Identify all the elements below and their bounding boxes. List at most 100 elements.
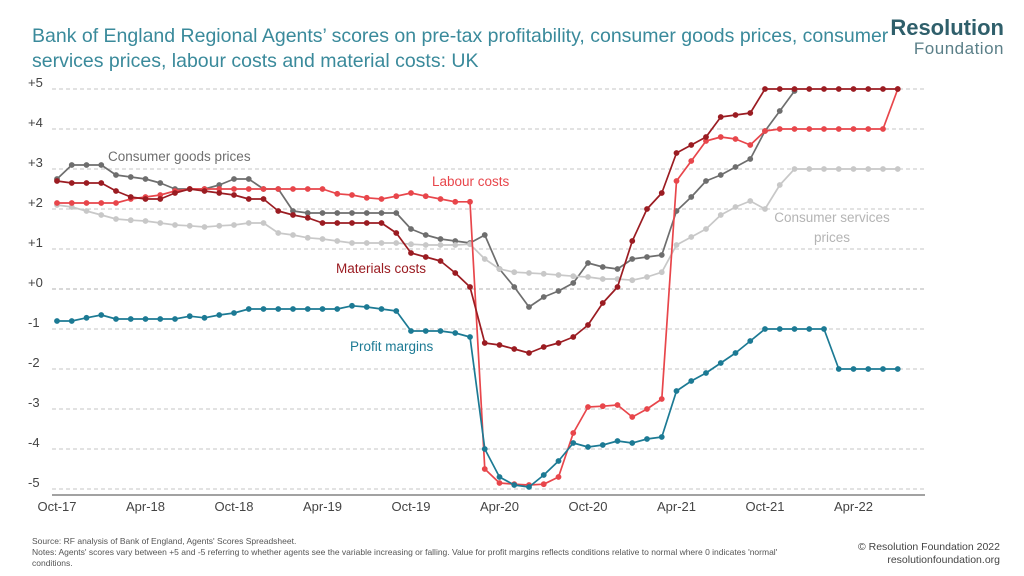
- data-point: [688, 234, 695, 240]
- data-point: [511, 346, 518, 352]
- data-point: [304, 214, 311, 221]
- data-point: [644, 254, 650, 260]
- data-point: [540, 344, 547, 350]
- data-point: [304, 186, 311, 192]
- data-point: [231, 192, 237, 198]
- data-point: [880, 86, 886, 92]
- data-point: [821, 166, 827, 172]
- data-point: [481, 446, 488, 452]
- data-point: [393, 193, 400, 200]
- data-point: [717, 212, 724, 218]
- data-point: [599, 276, 606, 282]
- x-tick-label: Apr-20: [480, 499, 519, 514]
- series-line: [56, 168, 898, 282]
- data-point: [821, 126, 827, 132]
- data-point: [791, 86, 798, 92]
- data-point: [467, 198, 473, 205]
- data-point: [806, 326, 813, 332]
- data-point: [747, 142, 754, 148]
- x-tick-label: Apr-18: [126, 499, 165, 514]
- data-point: [378, 210, 385, 216]
- data-point: [835, 366, 842, 372]
- data-point: [688, 378, 695, 384]
- data-point: [658, 434, 665, 440]
- data-point: [644, 436, 650, 442]
- data-point: [304, 210, 311, 216]
- data-point: [334, 210, 341, 216]
- data-point: [186, 222, 193, 229]
- y-tick-label: +1: [28, 235, 43, 250]
- data-point: [614, 402, 621, 408]
- data-point: [688, 194, 695, 200]
- data-point: [673, 150, 680, 156]
- y-tick-label: -1: [28, 315, 40, 330]
- series-label: Consumer goods prices: [108, 149, 251, 164]
- data-point: [732, 350, 739, 356]
- data-point: [732, 204, 739, 210]
- data-point: [570, 430, 577, 436]
- data-point: [319, 306, 326, 312]
- data-point: [142, 176, 149, 182]
- data-point: [334, 306, 341, 312]
- data-point: [172, 316, 178, 322]
- data-point: [732, 112, 739, 118]
- data-point: [835, 86, 842, 92]
- data-point: [201, 224, 208, 230]
- data-point: [776, 108, 783, 114]
- series-label: Profit margins: [350, 339, 434, 354]
- y-tick-label: -2: [28, 355, 40, 370]
- data-point: [83, 208, 90, 214]
- data-point: [113, 172, 119, 178]
- data-point: [157, 180, 164, 186]
- series-consumer-services-prices: [54, 166, 901, 284]
- y-axis-tick-labels: +5 +4 +3 +2 +1 +0 -1 -2 -3 -4 -5: [28, 75, 43, 490]
- data-point: [349, 302, 355, 309]
- data-point: [599, 300, 606, 306]
- data-point: [54, 318, 60, 324]
- data-point: [540, 481, 547, 488]
- data-point: [334, 190, 341, 197]
- data-point: [496, 474, 503, 480]
- data-point: [275, 306, 282, 312]
- series-label: Consumer services prices: [774, 210, 890, 245]
- data-point: [703, 226, 709, 232]
- data-point: [850, 166, 857, 172]
- data-point: [614, 438, 621, 444]
- data-point: [363, 240, 370, 246]
- series-labels: Consumer goods prices Consumer services pr…: [108, 149, 890, 354]
- data-point: [585, 444, 591, 450]
- data-point: [865, 366, 872, 372]
- data-point: [703, 138, 709, 144]
- data-point: [290, 208, 296, 214]
- y-tick-label: -3: [28, 395, 40, 410]
- data-point: [304, 306, 311, 312]
- data-point: [319, 210, 326, 216]
- data-point: [629, 256, 636, 262]
- data-point: [290, 212, 296, 218]
- data-point: [98, 312, 105, 318]
- data-point: [555, 458, 562, 464]
- data-point: [747, 338, 754, 344]
- data-point: [658, 190, 665, 196]
- data-point: [98, 180, 105, 186]
- data-point: [717, 114, 724, 120]
- x-tick-label: Oct-19: [391, 499, 430, 514]
- data-point: [157, 192, 164, 198]
- x-tick-label: Oct-20: [568, 499, 607, 514]
- y-tick-label: +0: [28, 275, 43, 290]
- data-point: [555, 272, 562, 278]
- data-point: [216, 182, 223, 188]
- data-point: [585, 322, 591, 328]
- data-point: [688, 142, 695, 148]
- data-point: [157, 220, 164, 226]
- data-point: [688, 158, 695, 164]
- data-point: [437, 258, 444, 264]
- data-point: [717, 172, 724, 178]
- data-point: [68, 318, 75, 324]
- website-link[interactable]: resolutionfoundation.org: [887, 554, 1000, 566]
- data-point: [142, 316, 149, 322]
- data-point: [835, 126, 842, 132]
- data-point: [717, 360, 724, 366]
- data-point: [260, 220, 267, 226]
